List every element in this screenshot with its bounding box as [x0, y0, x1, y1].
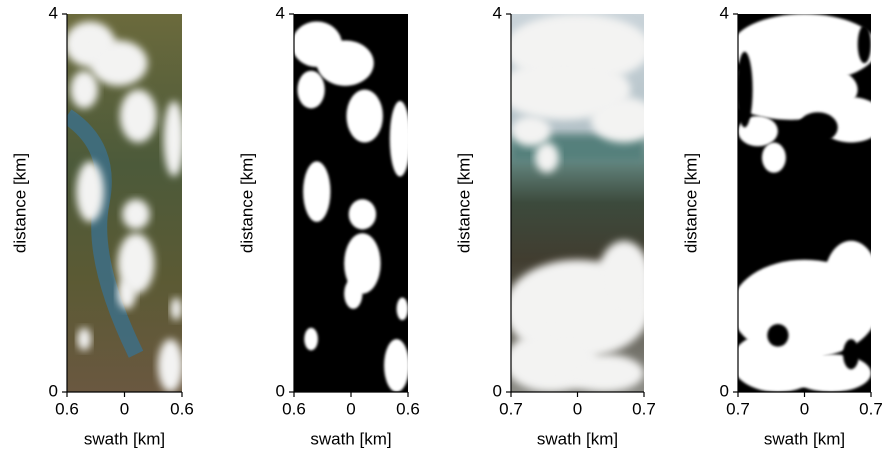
y-axis-label: distance [km]: [454, 153, 473, 253]
mask-blob: [397, 298, 408, 321]
cloud: [164, 101, 185, 177]
satellite-image: [498, 14, 658, 392]
x-axis-label: swath [km]: [310, 429, 391, 448]
cloud: [120, 90, 157, 143]
y-tick-label: 0: [276, 381, 285, 400]
y-tick-label: 4: [493, 3, 502, 22]
y-axis-label: distance [km]: [10, 153, 29, 253]
y-tick-label: 0: [493, 381, 502, 400]
x-tick-label: 0.6: [396, 399, 420, 418]
y-tick-label: 0: [49, 381, 58, 400]
x-tick-label: 0: [346, 399, 355, 418]
mask-hole: [858, 25, 871, 63]
cloud: [118, 279, 136, 309]
cloud: [171, 298, 183, 321]
x-tick-label: 0: [573, 399, 582, 418]
cloud: [535, 143, 559, 173]
y-tick-label: 4: [49, 3, 58, 22]
cloud: [77, 328, 91, 351]
x-tick-label: 0: [800, 399, 809, 418]
cloud: [591, 97, 658, 142]
y-tick-label: 4: [720, 3, 729, 22]
mask-blob: [349, 199, 376, 229]
cloud: [158, 339, 183, 392]
cloud: [511, 116, 551, 146]
mask-blob: [346, 90, 382, 143]
cloud-mask: [725, 14, 885, 392]
cloud: [122, 199, 150, 229]
mask-hole: [843, 339, 859, 369]
mask-hole: [767, 324, 788, 347]
cloud-mask: [292, 14, 411, 392]
mask-blob: [791, 354, 871, 392]
mask-hole: [737, 52, 753, 128]
cloud: [597, 241, 650, 317]
mask-blob: [824, 241, 877, 317]
x-tick-label: 0.7: [632, 399, 656, 418]
y-axis-label: distance [km]: [237, 153, 256, 253]
x-axis-label: swath [km]: [537, 429, 618, 448]
mask-blob: [384, 339, 409, 392]
mask-blob: [297, 71, 324, 109]
x-tick-label: 0.6: [55, 399, 79, 418]
mask-blob: [304, 328, 318, 351]
figure: 0.600.604swath [km]distance [km]0.600.60…: [0, 0, 889, 454]
mask-blob: [317, 40, 374, 85]
cloud: [70, 71, 98, 109]
satellite-image: [65, 14, 185, 392]
x-tick-label: 0: [120, 399, 129, 418]
y-tick-label: 0: [720, 381, 729, 400]
y-axis-label: distance [km]: [681, 153, 700, 253]
cloud: [90, 40, 148, 85]
y-tick-label: 4: [276, 3, 285, 22]
mask-blob: [762, 143, 786, 173]
x-axis-label: swath [km]: [764, 429, 845, 448]
x-tick-label: 0.7: [859, 399, 883, 418]
x-axis-label: swath [km]: [84, 429, 165, 448]
x-tick-label: 0.7: [499, 399, 523, 418]
cloud: [76, 161, 104, 221]
x-tick-label: 0.7: [726, 399, 750, 418]
mask-blob: [303, 161, 330, 221]
cloud: [564, 354, 644, 392]
x-tick-label: 0.6: [282, 399, 306, 418]
mask-blob: [344, 279, 362, 309]
x-tick-label: 0.6: [170, 399, 194, 418]
mask-blob: [390, 101, 411, 177]
mask-hole: [798, 112, 838, 142]
